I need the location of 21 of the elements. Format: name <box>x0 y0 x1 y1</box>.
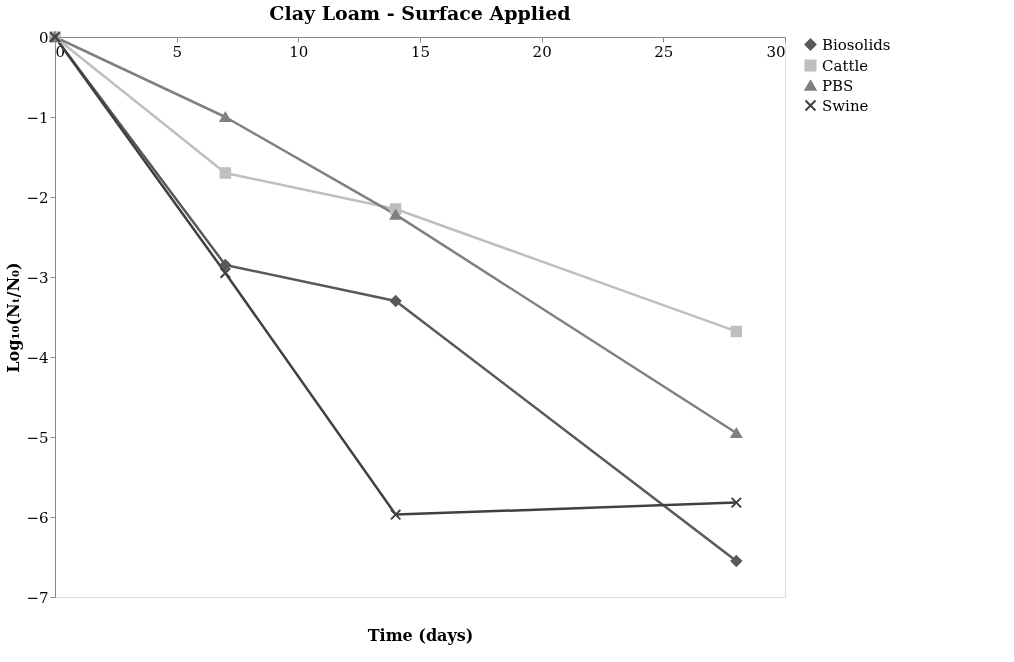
x-tick-label: 25 <box>654 42 674 61</box>
y-tick-label: −3 <box>26 268 49 287</box>
legend-label: Cattle <box>822 56 869 75</box>
y-tick-label: −6 <box>26 508 49 527</box>
legend-label: Biosolids <box>822 35 891 54</box>
legend-label: Swine <box>822 96 869 115</box>
x-tick-label: 10 <box>289 42 309 61</box>
x-axis-title: Time (days) <box>367 625 474 645</box>
y-tick-label: −2 <box>26 188 49 207</box>
chart-title: Clay Loam - Surface Applied <box>269 2 571 25</box>
x-tick-label: 20 <box>532 42 552 61</box>
x-tick-label: 30 <box>766 42 786 61</box>
x-tick-label: 15 <box>410 42 431 61</box>
legend-label: PBS <box>822 76 854 95</box>
y-tick-label: −7 <box>26 588 49 607</box>
y-tick-label: −1 <box>26 108 49 127</box>
x-tick-label: 5 <box>172 42 182 61</box>
y-tick-label: −4 <box>26 348 49 367</box>
y-tick-label: −5 <box>26 428 49 447</box>
y-tick-label: 0 <box>38 28 49 47</box>
y-axis-title: Log₁₀(Nₜ/N₀) <box>4 262 24 373</box>
